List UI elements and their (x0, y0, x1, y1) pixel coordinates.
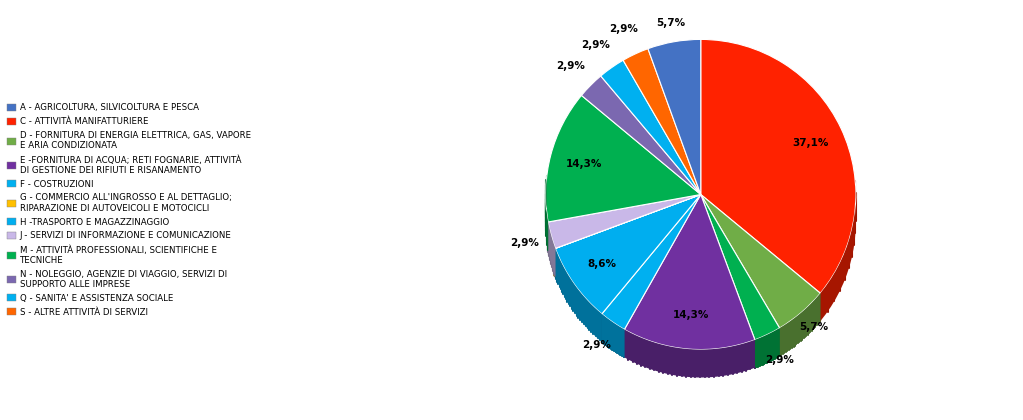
Wedge shape (623, 49, 701, 194)
Text: 2,9%: 2,9% (582, 340, 612, 350)
Wedge shape (555, 194, 701, 314)
Wedge shape (548, 194, 701, 248)
Wedge shape (601, 60, 701, 194)
Text: 2,9%: 2,9% (557, 60, 585, 71)
Text: 37,1%: 37,1% (792, 138, 829, 148)
Text: 5,7%: 5,7% (799, 322, 829, 331)
Text: 14,3%: 14,3% (566, 159, 602, 169)
Text: 8,6%: 8,6% (587, 260, 617, 270)
Text: 2,9%: 2,9% (765, 354, 794, 365)
Polygon shape (548, 222, 555, 276)
Legend: A - AGRICOLTURA, SILVICOLTURA E PESCA, C - ATTIVITÀ MANIFATTURIERE, D - FORNITUR: A - AGRICOLTURA, SILVICOLTURA E PESCA, C… (4, 101, 254, 319)
Polygon shape (602, 314, 624, 357)
Wedge shape (624, 194, 755, 349)
Wedge shape (701, 194, 780, 340)
Polygon shape (755, 328, 780, 368)
Wedge shape (648, 39, 701, 194)
Polygon shape (624, 329, 755, 378)
Text: 5,7%: 5,7% (656, 18, 685, 29)
Wedge shape (545, 95, 701, 222)
Text: 2,9%: 2,9% (581, 40, 610, 50)
Wedge shape (701, 194, 820, 328)
Polygon shape (780, 293, 820, 356)
Text: 2,9%: 2,9% (609, 24, 638, 34)
Polygon shape (555, 248, 602, 342)
Wedge shape (701, 39, 856, 293)
Polygon shape (545, 177, 548, 250)
Wedge shape (602, 194, 701, 329)
Wedge shape (581, 76, 701, 194)
Text: 14,3%: 14,3% (673, 310, 709, 320)
Text: 2,9%: 2,9% (509, 238, 539, 248)
Polygon shape (820, 185, 856, 321)
Wedge shape (555, 194, 701, 248)
